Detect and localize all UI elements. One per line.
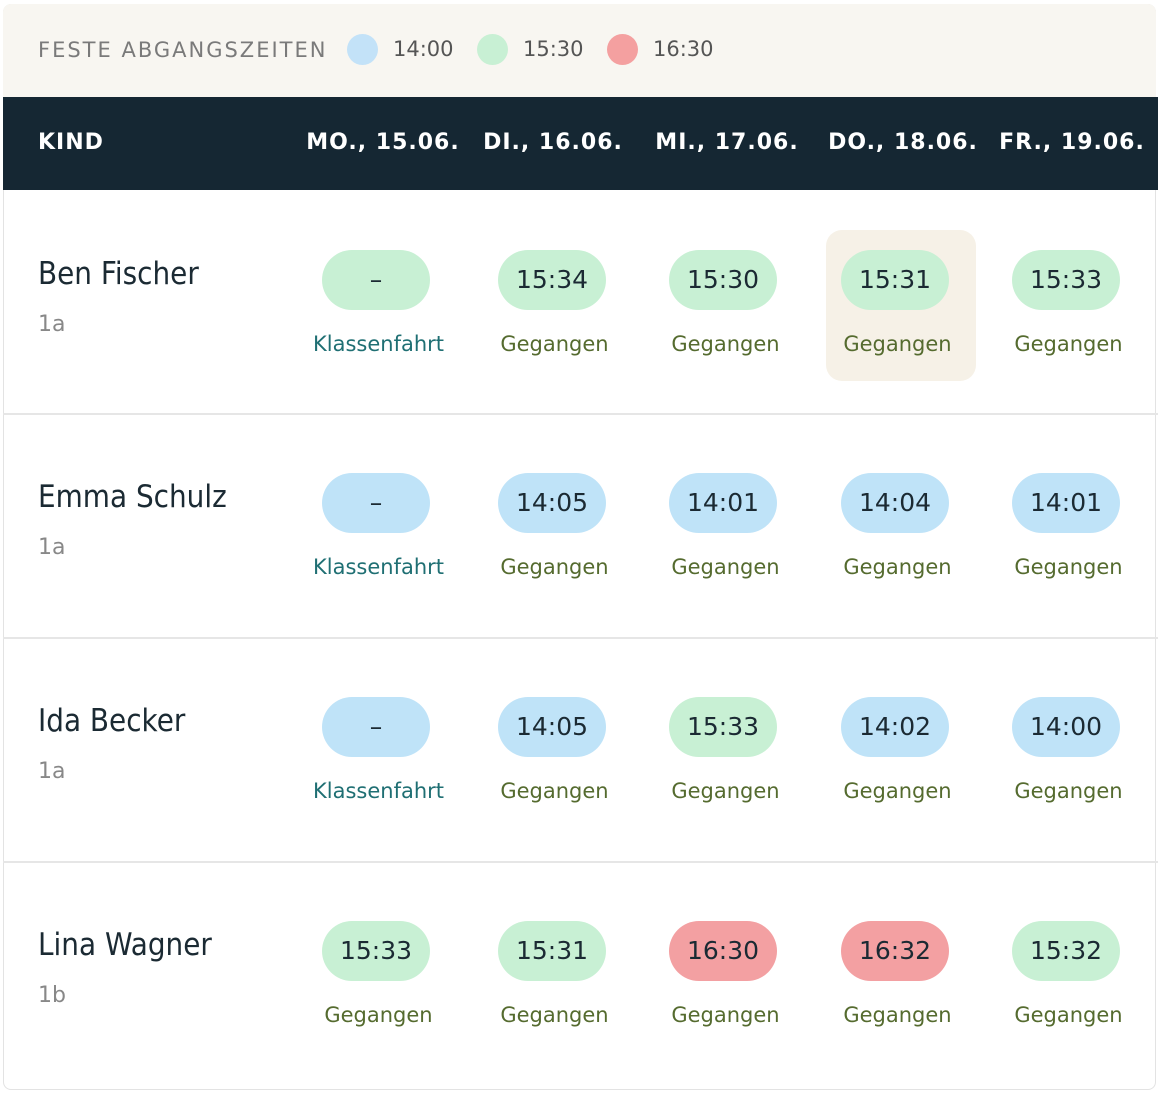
time-pill: 14:05: [498, 473, 606, 533]
column-header: MI., 17.06.: [655, 130, 799, 155]
row-divider: [3, 637, 1158, 639]
legend-bar: [3, 4, 1156, 97]
time-pill: 15:30: [669, 250, 777, 310]
time-pill: 15:32: [1012, 921, 1120, 981]
status-label: Gegangen: [843, 779, 952, 803]
time-pill: 16:30: [669, 921, 777, 981]
status-label: Gegangen: [500, 332, 609, 356]
status-label: Gegangen: [671, 555, 780, 579]
child-class: 1a: [38, 759, 66, 784]
header-bar: [3, 97, 1158, 190]
time-pill: 15:33: [1012, 250, 1120, 310]
status-label: Klassenfahrt: [312, 555, 445, 579]
status-label: Gegangen: [1014, 1003, 1123, 1027]
time-pill: –: [322, 697, 430, 757]
row-divider: [3, 861, 1158, 863]
status-label: Gegangen: [500, 1003, 609, 1027]
time-pill: –: [322, 473, 430, 533]
status-label: Gegangen: [500, 555, 609, 579]
child-class: 1a: [38, 535, 66, 560]
time-pill: 15:34: [498, 250, 606, 310]
column-header: KIND: [38, 130, 104, 155]
time-pill: 15:33: [322, 921, 430, 981]
child-name: Ben Fischer: [38, 256, 199, 292]
legend-dot: [607, 34, 638, 65]
legend-label: 14:00: [393, 37, 454, 61]
legend-label: 16:30: [653, 37, 714, 61]
child-name: Emma Schulz: [38, 479, 227, 515]
status-label: Gegangen: [671, 1003, 780, 1027]
child-class: 1b: [38, 983, 66, 1008]
status-label: Gegangen: [843, 555, 952, 579]
child-class: 1a: [38, 312, 66, 337]
status-label: Klassenfahrt: [312, 332, 445, 356]
time-pill: 14:02: [841, 697, 949, 757]
time-pill: 14:05: [498, 697, 606, 757]
time-pill: 14:00: [1012, 697, 1120, 757]
column-header: DO., 18.06.: [828, 130, 978, 155]
column-header: MO., 15.06.: [306, 130, 460, 155]
child-name: Ida Becker: [38, 703, 186, 739]
status-label: Gegangen: [843, 1003, 952, 1027]
column-header: FR., 19.06.: [999, 130, 1145, 155]
time-pill: 14:01: [1012, 473, 1120, 533]
status-label: Klassenfahrt: [312, 779, 445, 803]
time-pill: 16:32: [841, 921, 949, 981]
time-pill: 14:04: [841, 473, 949, 533]
time-pill: 15:31: [841, 250, 949, 310]
time-pill: –: [322, 250, 430, 310]
legend-title: FESTE ABGANGSZEITEN: [38, 38, 328, 62]
legend-dot: [477, 34, 508, 65]
legend-label: 15:30: [523, 37, 584, 61]
status-label: Gegangen: [1014, 779, 1123, 803]
time-pill: 15:31: [498, 921, 606, 981]
legend-dot: [347, 34, 378, 65]
status-label: Gegangen: [324, 1003, 433, 1027]
column-header: DI., 16.06.: [483, 130, 623, 155]
time-pill: 15:33: [669, 697, 777, 757]
status-label: Gegangen: [671, 332, 780, 356]
row-divider: [3, 413, 1158, 415]
status-label: Gegangen: [1014, 555, 1123, 579]
status-label: Gegangen: [1014, 332, 1123, 356]
child-name: Lina Wagner: [38, 927, 212, 963]
status-label: Gegangen: [671, 779, 780, 803]
status-label: Gegangen: [843, 332, 952, 356]
status-label: Gegangen: [500, 779, 609, 803]
time-pill: 14:01: [669, 473, 777, 533]
